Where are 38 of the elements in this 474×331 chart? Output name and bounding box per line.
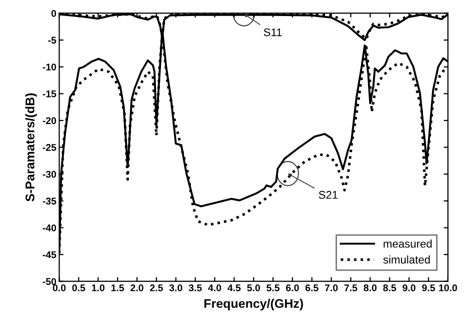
y-tick-label: -40 [42,224,56,232]
y-tick-label: -50 [42,278,56,285]
y-tick-label: -15 [42,90,56,98]
y-tick-label: -35 [42,198,56,205]
y-tick-label: -20 [42,117,56,124]
x-tick-label: 5.0 [247,284,260,292]
legend-label: measured [384,240,432,248]
y-tick-label: -45 [42,251,56,258]
y-tick-label: -25 [42,144,56,151]
x-tick-label: 3.5 [188,284,202,292]
x-tick-label: 10.0 [439,284,457,292]
y-axis-title: S-Paramaters/(dB) [25,93,37,202]
y-tick-label: -5 [48,36,56,44]
x-tick-label: 1.0 [92,284,104,292]
y-tick-label: 0 [51,10,56,17]
x-tick-label: 6.0 [286,284,299,292]
y-tick-label: -30 [42,170,56,178]
annotation: S11 [264,28,282,36]
x-tick-label: 5.5 [266,284,280,292]
x-tick-label: 7.0 [324,284,338,292]
annotation: S21 [318,190,338,199]
x-tick-label: 4.0 [208,284,222,292]
x-tick-label: 2.5 [150,284,163,292]
x-tick-label: 6.5 [305,284,318,292]
x-tick-label: 4.5 [228,284,241,292]
legend-label: simulated [383,255,430,264]
x-axis-title: Frequency/(GHz) [204,298,303,310]
x-tick-label: 7.5 [344,284,358,292]
y-tick-label: -10 [42,64,56,70]
x-tick-label: 1.5 [111,284,124,292]
x-tick-label: 0.0 [52,284,66,292]
x-tick-label: 9.5 [422,284,435,292]
x-tick-label: 3.0 [169,284,182,292]
x-tick-label: 9.0 [402,284,416,292]
x-tick-label: 0.5 [72,284,86,292]
x-tick-label: 8.5 [383,284,396,292]
x-tick-label: 2.0 [130,284,144,292]
x-tick-label: 8.0 [364,284,377,292]
